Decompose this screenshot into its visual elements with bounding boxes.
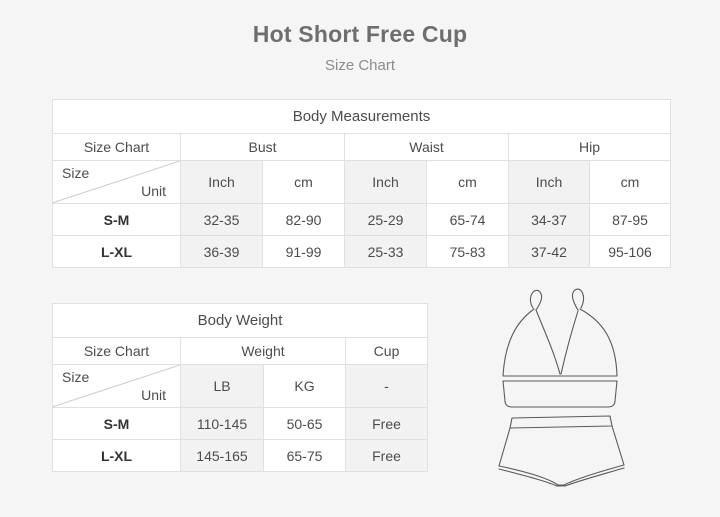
row-size-label: S-M (52, 407, 181, 440)
row-size-label: L-XL (52, 235, 181, 268)
diagonal-divider-icon (53, 161, 180, 203)
table-row: S-M 110-145 50-65 Free (52, 407, 429, 440)
cell-bust-inch: 32-35 (180, 203, 263, 236)
body-measurements-table-container: Body Measurements Size Chart Bust Waist … (52, 99, 671, 268)
unit-weight-kg: KG (263, 364, 346, 408)
bikini-bottom-high-waist (498, 415, 625, 487)
cell-bust-inch: 36-39 (180, 235, 263, 268)
unit-weight-lb: LB (180, 364, 264, 408)
page-header: Hot Short Free Cup Size Chart (0, 0, 720, 75)
unit-bust-inch: Inch (180, 160, 263, 204)
unit-waist-inch: Inch (344, 160, 427, 204)
unit-header-row: Size Unit Inch cm Inch cm Inch cm (52, 160, 671, 204)
table-title-row: Body Weight (51, 303, 429, 338)
unit-cup: - (344, 364, 429, 408)
body-measurements-title: Body Measurements (52, 99, 671, 134)
bikini-top-triangle-halter (502, 288, 618, 408)
size-unit-corner-cell: Size Unit (52, 160, 181, 204)
table-row: S-M 32-35 82-90 25-29 65-74 34-37 87-95 (52, 203, 671, 236)
size-chart-header: Size Chart (52, 337, 181, 365)
group-header-cup: Cup (344, 337, 429, 365)
page-title: Hot Short Free Cup (252, 21, 468, 47)
cell-waist-cm: 65-74 (426, 203, 509, 236)
corner-label-unit: Unit (141, 183, 166, 199)
cell-waist-inch: 25-33 (344, 235, 427, 268)
cell-weight-lb: 145-165 (180, 439, 264, 472)
cell-hip-inch: 37-42 (508, 235, 590, 268)
cell-weight-kg: 50-65 (263, 407, 346, 440)
cell-hip-inch: 34-37 (508, 203, 590, 236)
corner-label-unit: Unit (141, 387, 166, 403)
cell-weight-lb: 110-145 (180, 407, 264, 440)
group-header-weight: Weight (180, 337, 346, 365)
row-size-label: S-M (52, 203, 181, 236)
body-weight-title: Body Weight (51, 303, 429, 338)
cell-waist-inch: 25-29 (344, 203, 427, 236)
cell-waist-cm: 75-83 (426, 235, 509, 268)
body-weight-table-container: Body Weight Size Chart Weight Cup Size U… (51, 303, 429, 472)
unit-bust-cm: cm (262, 160, 345, 204)
table-row: L-XL 36-39 91-99 25-33 75-83 37-42 95-10… (52, 235, 671, 268)
body-weight-table: Body Weight Size Chart Weight Cup Size U… (51, 303, 429, 472)
size-unit-corner-cell: Size Unit (52, 364, 181, 408)
cell-cup: Free (344, 439, 429, 472)
table-title-row: Body Measurements (52, 99, 671, 134)
cell-cup: Free (344, 407, 429, 440)
corner-label-size: Size (62, 369, 90, 385)
swimwear-illustration (498, 288, 625, 487)
diagonal-divider-icon (53, 365, 180, 407)
body-measurements-table: Body Measurements Size Chart Bust Waist … (52, 99, 671, 268)
cell-bust-cm: 91-99 (262, 235, 345, 268)
unit-hip-cm: cm (589, 160, 671, 204)
unit-waist-cm: cm (426, 160, 509, 204)
cell-hip-cm: 95-106 (589, 235, 671, 268)
cell-bust-cm: 82-90 (262, 203, 345, 236)
row-size-label: L-XL (52, 439, 181, 472)
unit-header-row: Size Unit LB KG - (52, 364, 429, 408)
group-header-bust: Bust (180, 133, 345, 161)
cell-hip-cm: 87-95 (589, 203, 671, 236)
group-header-row: Size Chart Weight Cup (52, 337, 429, 365)
corner-label-size: Size (62, 165, 90, 181)
unit-hip-inch: Inch (508, 160, 590, 204)
group-header-row: Size Chart Bust Waist Hip (52, 133, 671, 161)
cell-weight-kg: 65-75 (263, 439, 346, 472)
size-chart-header: Size Chart (52, 133, 181, 161)
page-subtitle: Size Chart (324, 56, 396, 74)
group-header-waist: Waist (344, 133, 509, 161)
table-row: L-XL 145-165 65-75 Free (52, 439, 429, 472)
group-header-hip: Hip (508, 133, 671, 161)
